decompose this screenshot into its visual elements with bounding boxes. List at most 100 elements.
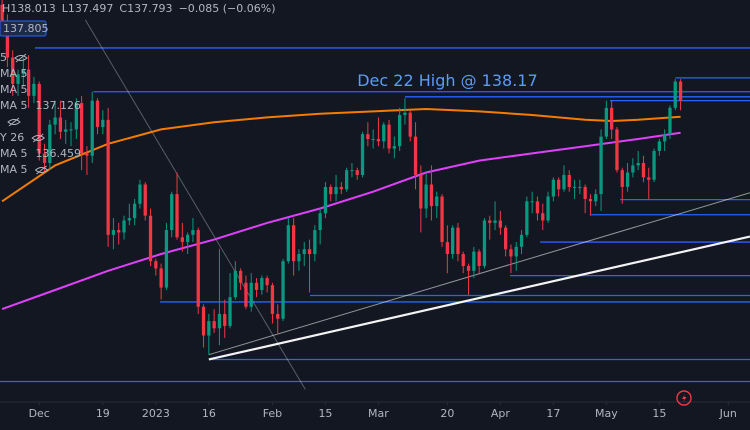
candle-body [594,194,598,202]
candle-body [657,141,662,151]
candle-body [514,246,518,257]
indicator-label: MA 5 [0,163,28,176]
candle-body [217,313,222,329]
candle-body [201,306,206,336]
candle-body [530,201,534,203]
eye-slash [8,117,20,127]
candle-body [482,220,487,267]
x-tick-label: 19 [96,407,110,420]
candle-body [678,81,683,101]
candle-body [376,138,381,142]
indicator-label: MA 5 [0,83,28,96]
candle-body [53,117,57,125]
candle-body [5,23,10,58]
candle-body [599,136,603,195]
x-tick-label: 16 [202,407,216,420]
x-tick-label: 17 [546,407,560,420]
x-tick-label: Dec [29,407,50,420]
candle-body [143,184,147,216]
moving-average [1,131,681,311]
candle-body [281,261,285,319]
candle-body [652,150,656,180]
candle-body [668,107,672,135]
candle-body [504,227,508,250]
candle-body [509,249,513,257]
candle-body [138,184,142,204]
candle-body [339,186,343,190]
candle-body [90,100,94,156]
candle-body [244,282,248,307]
eye-slash [15,53,27,63]
eye-slash [36,165,47,175]
candle-body [535,201,540,214]
x-tick-label: Mar [368,407,389,420]
candle-body [541,213,545,221]
candle-body [382,124,386,142]
indicator-value: 136.459 [36,147,82,160]
candle-body [159,268,163,288]
candle-body [207,321,211,336]
indicator-label: Y 26 [0,131,24,144]
candle-body [551,179,555,197]
candle-body [117,230,121,233]
candle-body [106,119,110,235]
candle-body [519,234,524,247]
x-tick-label: May [595,407,618,420]
candle-body [265,277,269,286]
candle-body [673,81,677,108]
candle-body [424,184,428,209]
moving-average [1,107,681,203]
candle-body [111,230,116,235]
candle-body [233,270,237,298]
ohlc-value: −0.085 (−0.06%) [179,2,276,15]
candle-body [254,282,259,290]
trend-line [208,235,750,361]
candle-body [488,220,492,223]
candle-body [74,103,78,130]
hidden-eye-icon [31,133,46,143]
candle-body [69,129,73,131]
candle-body [276,313,280,319]
candle-body [212,321,216,329]
candle-body [260,277,264,290]
candle-body [101,119,105,128]
candle-body [302,249,306,255]
replay-icon[interactable] [676,390,692,406]
candle-body [291,225,296,262]
candle-body [127,218,131,221]
candle-body [16,74,20,84]
trend-line [208,192,750,356]
candle-body [498,220,502,228]
candle-body [164,230,169,288]
candle-body [313,230,317,255]
candle-body [191,230,195,235]
x-tick-label: Jun [719,407,737,420]
candle-body [445,242,449,255]
candle-body [398,115,402,147]
candle-body [663,134,667,142]
candle-body [435,196,439,207]
candle-body [223,313,227,326]
candle-body [647,177,651,180]
ohlc-value: H138.013 [2,2,56,15]
x-tick-label: 2023 [142,407,170,420]
indicator-label: MA 5 [0,67,28,80]
candle-body [641,162,646,178]
candle-body [334,186,338,195]
candle-body [413,136,418,175]
hidden-eye-icon [14,53,28,63]
trend-line [84,19,306,390]
candle-body [286,225,290,262]
candle-body [615,129,619,171]
candle-body [387,124,391,149]
candle-body [371,138,375,140]
candle-body [0,4,4,24]
candle-body [79,103,84,154]
candle-body [403,112,407,116]
candle-body [37,83,41,154]
ohlc-value: C137.793 [119,2,172,15]
candle-body [604,107,609,137]
x-tick-label: Feb [263,407,282,420]
indicator-label: MA 5 [0,99,28,112]
